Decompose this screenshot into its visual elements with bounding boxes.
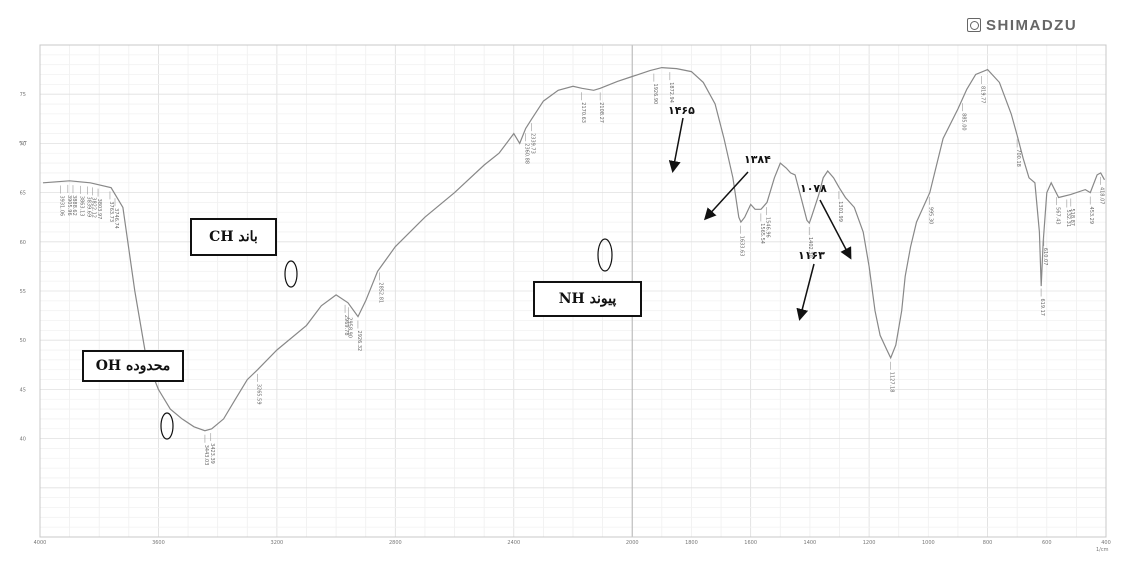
peak-label: 610.07 bbox=[1042, 248, 1048, 266]
shimadzu-logo-icon bbox=[967, 18, 981, 32]
x-tick-label: 1200 bbox=[863, 540, 876, 546]
peak-labels: 3931.06 3905.96 3888.62 3863.13 3839.69 3822.… bbox=[58, 72, 1105, 466]
oh-peak-circle bbox=[160, 412, 174, 440]
peak-label: 3931.06 bbox=[58, 196, 64, 217]
arrow-1078-label: ۱۰۷۸ bbox=[800, 182, 827, 195]
y-tick-label: 55 bbox=[20, 289, 26, 295]
peak-label: 3822.12 bbox=[91, 197, 97, 218]
nh-bond-callout: پیوند NH bbox=[533, 281, 642, 317]
peak-label: 1546.96 bbox=[764, 217, 770, 238]
x-tick-label: 3200 bbox=[271, 540, 284, 546]
peak-label: 995.30 bbox=[928, 207, 934, 225]
x-tick-label: 2800 bbox=[389, 540, 402, 546]
peak-label: 885.00 bbox=[960, 113, 966, 131]
x-tick-label: 1400 bbox=[804, 540, 817, 546]
y-tick-label: 50 bbox=[20, 338, 26, 344]
peak-label: 2360.88 bbox=[523, 143, 529, 164]
ch-band-callout: باند CH bbox=[190, 218, 277, 256]
y-tick-label: 65 bbox=[20, 191, 26, 197]
peak-label: 3763.73 bbox=[108, 201, 114, 222]
peak-label: 3265.59 bbox=[256, 384, 262, 405]
x-tick-label: 600 bbox=[1042, 540, 1052, 546]
y-tick-label: 45 bbox=[20, 387, 26, 393]
peak-label: 3905.96 bbox=[66, 195, 72, 216]
x-tick-label: 4000 bbox=[34, 540, 47, 546]
peak-label: 3803.97 bbox=[96, 199, 102, 220]
ch-peak-circle bbox=[284, 260, 298, 288]
chart-ticks: 4000 3600 3200 2800 2400 2000 1800 1600 1400 1200… bbox=[20, 92, 1111, 546]
peak-label: 3443.03 bbox=[203, 445, 209, 466]
x-tick-label: 3600 bbox=[152, 540, 165, 546]
x-tick-label: 1000 bbox=[922, 540, 935, 546]
arrow-1384-line bbox=[703, 171, 749, 221]
arrow-1465-label: ۱۴۶۵ bbox=[668, 104, 695, 117]
peak-label: 1301.99 bbox=[837, 201, 843, 222]
peak-label: 3839.69 bbox=[86, 196, 92, 217]
peak-label: 2852.81 bbox=[378, 282, 384, 303]
x-axis-label: 1/cm bbox=[1096, 547, 1109, 553]
arrow-1163-line bbox=[796, 263, 815, 321]
peak-label: 1872.94 bbox=[668, 82, 674, 103]
peak-label: 418.07 bbox=[1099, 187, 1105, 205]
peak-label: 1565.54 bbox=[759, 223, 765, 244]
x-tick-label: 400 bbox=[1101, 540, 1111, 546]
peak-label: 3863.13 bbox=[78, 196, 84, 217]
peak-label: 1402.30 bbox=[807, 237, 813, 258]
arrow-1078-line bbox=[819, 199, 852, 260]
peak-label: 1633.63 bbox=[739, 236, 745, 257]
oh-region-callout: محدوده OH bbox=[82, 350, 184, 382]
arrow-annotations: ۱۴۶۵ ۱۳۸۴ ۱۰۷۸ ۱۱۶۳ bbox=[668, 104, 852, 321]
peak-label: 2969.78 bbox=[343, 315, 349, 336]
arrow-1163-label: ۱۱۶۳ bbox=[798, 249, 825, 262]
peak-label: 619.17 bbox=[1039, 299, 1045, 317]
brand-name: SHIMADZU bbox=[986, 16, 1078, 34]
peak-label: 518.87 bbox=[1069, 209, 1075, 227]
x-tick-label: 2400 bbox=[507, 540, 520, 546]
nh-peak-circle bbox=[597, 238, 613, 272]
peak-label: 567.43 bbox=[1054, 207, 1060, 225]
peak-label: 1127.18 bbox=[889, 372, 895, 393]
y-tick-label: 75 bbox=[20, 92, 26, 98]
arrow-1465-line bbox=[668, 117, 684, 173]
callout-circles bbox=[160, 238, 613, 440]
peak-label: 2170.63 bbox=[580, 102, 586, 123]
x-tick-label: 1600 bbox=[744, 540, 757, 546]
peak-label: 3423.39 bbox=[209, 443, 215, 464]
y-tick-label: 40 bbox=[20, 437, 26, 443]
peak-label: 532.31 bbox=[1065, 210, 1071, 228]
x-tick-label: 2000 bbox=[626, 540, 639, 546]
peak-label: 2926.32 bbox=[356, 331, 362, 352]
y-axis-label: %T bbox=[19, 141, 28, 147]
x-tick-label: 1800 bbox=[685, 540, 698, 546]
peak-label: 3888.62 bbox=[71, 195, 77, 216]
spectrum-line bbox=[42, 66, 1106, 432]
peak-label: 700.18 bbox=[1015, 149, 1021, 166]
peak-label: 453.29 bbox=[1088, 207, 1094, 225]
shimadzu-logo: SHIMADZU bbox=[967, 16, 1077, 34]
chart-grid bbox=[40, 45, 1106, 537]
x-tick-label: 800 bbox=[983, 540, 993, 546]
peak-label: 3746.74 bbox=[113, 208, 119, 229]
peak-label: 2108.27 bbox=[598, 102, 604, 123]
peak-label: 2958.90 bbox=[346, 317, 352, 338]
plot-frame bbox=[39, 44, 1107, 538]
peak-label: 2339.73 bbox=[530, 133, 536, 154]
peak-label: 1926.90 bbox=[652, 84, 658, 105]
y-tick-label: 60 bbox=[20, 240, 26, 246]
peak-label: 819.77 bbox=[980, 86, 986, 104]
y-tick-label: 70 bbox=[20, 141, 26, 147]
arrow-1384-label: ۱۳۸۴ bbox=[744, 153, 771, 166]
